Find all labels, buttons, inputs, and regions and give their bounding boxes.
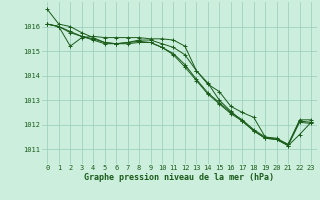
X-axis label: Graphe pression niveau de la mer (hPa): Graphe pression niveau de la mer (hPa)	[84, 173, 274, 182]
